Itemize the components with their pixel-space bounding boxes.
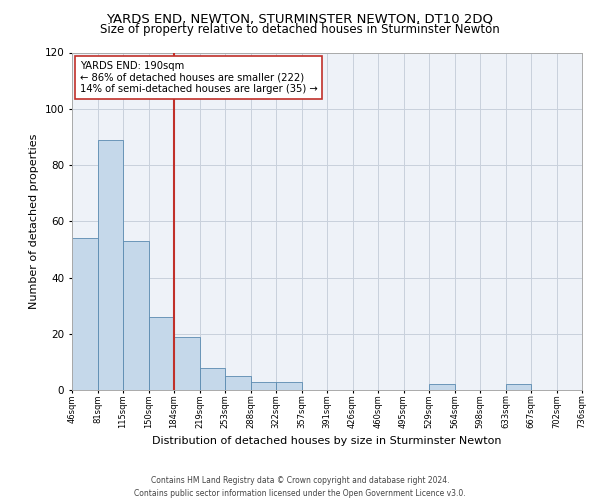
Bar: [72, 238, 97, 390]
Bar: [149, 317, 174, 390]
Text: YARDS END: 190sqm
← 86% of detached houses are smaller (222)
14% of semi-detache: YARDS END: 190sqm ← 86% of detached hous…: [80, 61, 317, 94]
Y-axis label: Number of detached properties: Number of detached properties: [29, 134, 39, 309]
Bar: [429, 384, 455, 390]
X-axis label: Distribution of detached houses by size in Sturminster Newton: Distribution of detached houses by size …: [152, 436, 502, 446]
Text: Contains HM Land Registry data © Crown copyright and database right 2024.
Contai: Contains HM Land Registry data © Crown c…: [134, 476, 466, 498]
Bar: [199, 368, 225, 390]
Bar: [97, 140, 123, 390]
Bar: [225, 376, 251, 390]
Bar: [123, 241, 149, 390]
Bar: [505, 384, 531, 390]
Bar: [251, 382, 276, 390]
Bar: [174, 336, 199, 390]
Bar: [276, 382, 302, 390]
Text: YARDS END, NEWTON, STURMINSTER NEWTON, DT10 2DQ: YARDS END, NEWTON, STURMINSTER NEWTON, D…: [107, 12, 493, 26]
Text: Size of property relative to detached houses in Sturminster Newton: Size of property relative to detached ho…: [100, 22, 500, 36]
